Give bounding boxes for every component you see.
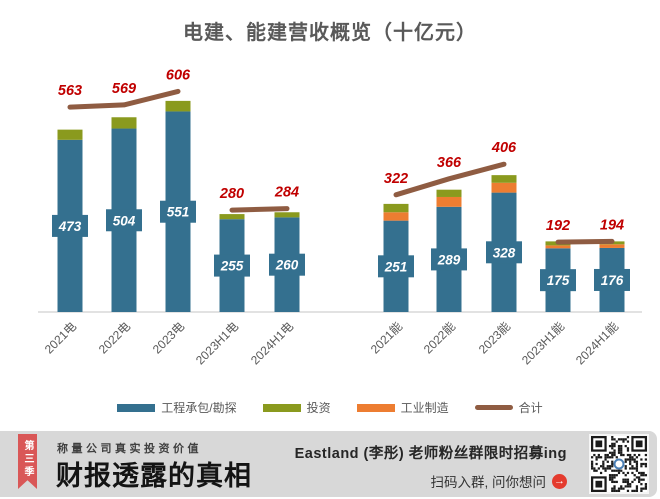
total-value-label: 569	[112, 81, 136, 97]
x-axis-label: 2024H1能	[573, 319, 621, 367]
bar-value-label: 260	[275, 258, 299, 273]
x-axis-label: 2024H1电	[248, 319, 296, 367]
bar-label-box	[486, 241, 522, 264]
bar-value-label: 251	[384, 259, 408, 274]
bar-value-label: 551	[167, 205, 190, 220]
footer-promo: Eastland (李彤) 老师粉丝群限时招募ing 扫码入群, 问你想问 →	[295, 442, 567, 491]
season-ribbon-label: 第三季	[22, 440, 33, 479]
bar-label-box	[269, 253, 305, 276]
total-value-label: 192	[546, 218, 570, 234]
total-value-label: 194	[600, 217, 624, 233]
bar-label-box	[431, 248, 467, 271]
bar-value-label: 176	[601, 273, 624, 288]
total-line-swatch-icon	[474, 405, 513, 410]
legend-label: 合计	[518, 401, 543, 415]
total-value-label: 284	[274, 185, 299, 201]
industry-swatch-icon	[356, 403, 395, 412]
bar-segment-2023能	[491, 175, 517, 183]
total-value-label: 366	[437, 155, 462, 171]
legend-label: 工程承包/勘探	[161, 401, 237, 415]
promo-scan-text: 扫码入群, 问你想问	[430, 475, 546, 490]
footer-banner: 第三季 称量公司真实投资价值 财报透露的真相 Eastland (李彤) 老师粉…	[0, 431, 657, 497]
legend-label: 工业制造	[400, 401, 449, 415]
legend-item-total: 合计	[474, 399, 543, 416]
bar-segment-2021能	[383, 212, 409, 221]
qr-code	[589, 434, 649, 494]
total-line	[393, 161, 507, 198]
total-line	[229, 206, 290, 213]
bar-value-label: 289	[437, 252, 461, 267]
bar-label-box	[106, 209, 142, 232]
revenue-chart: 473 2021电 504 2022电 551 2023电 255 2023H1电 260 202…	[38, 67, 642, 367]
bar-value-label: 328	[493, 245, 516, 260]
bar-segment-2022电	[111, 117, 137, 129]
bar-value-label: 504	[113, 213, 136, 228]
promo-text: Eastland (李彤) 老师粉丝群限时招募ing	[294, 446, 567, 462]
total-value-label: 406	[491, 140, 517, 156]
x-axis-label: 2023能	[476, 319, 513, 356]
season-ribbon: 第三季	[18, 434, 37, 489]
legend-item-investment: 投资	[262, 399, 331, 416]
bar-segment-2024H1能	[599, 244, 625, 248]
footer-brand-title: 财报透露的真相	[56, 461, 252, 491]
total-value-label: 322	[384, 171, 408, 187]
bar-value-label: 175	[547, 273, 570, 288]
chart-legend: 工程承包/勘探 投资 工业制造 合计	[0, 399, 660, 416]
bar-label-box	[52, 214, 88, 237]
bar-segment-2021能	[383, 203, 409, 213]
x-axis-label: 2021能	[368, 319, 405, 356]
x-axis-label: 2023H1电	[193, 319, 241, 367]
x-axis-label: 2023H1能	[519, 319, 567, 367]
bar-label-box	[594, 268, 630, 291]
x-axis-label: 2021电	[42, 319, 79, 356]
total-value-label: 563	[58, 83, 82, 99]
bar-segment-2023H1电	[219, 214, 245, 220]
legend-item-engineering: 工程承包/勘探	[117, 399, 237, 416]
footer-slogan: 称量公司真实投资价值	[57, 443, 202, 455]
engineering-swatch-icon	[117, 403, 156, 412]
bar-label-box	[214, 254, 250, 277]
arrow-right-icon: →	[552, 473, 567, 489]
bar-label-box	[540, 269, 576, 292]
legend-item-industry: 工业制造	[356, 399, 449, 416]
bar-segment-2022能	[436, 196, 462, 207]
bar-value-label: 255	[220, 259, 244, 274]
total-line	[555, 238, 615, 245]
total-value-label: 606	[166, 67, 191, 83]
bar-segment-2021电	[57, 129, 83, 140]
bar-label-box	[378, 255, 414, 278]
bar-label-box	[160, 200, 196, 223]
bar-segment-2023H1能	[545, 245, 571, 249]
x-axis-label: 2022电	[96, 319, 133, 356]
total-line	[67, 88, 181, 110]
bar-segment-2023能	[491, 182, 517, 193]
total-value-label: 280	[219, 186, 244, 202]
bar-segment-2023电	[165, 100, 191, 112]
bar-segment-2024H1电	[274, 212, 300, 218]
chart-title: 电建、能建营收概览（十亿元）	[183, 22, 477, 44]
x-axis-label: 2023电	[150, 319, 187, 356]
legend-label: 投资	[306, 401, 331, 415]
bar-value-label: 473	[58, 219, 82, 234]
x-axis-label: 2022能	[421, 319, 458, 356]
bar-segment-2022能	[436, 189, 462, 197]
investment-swatch-icon	[262, 403, 301, 412]
